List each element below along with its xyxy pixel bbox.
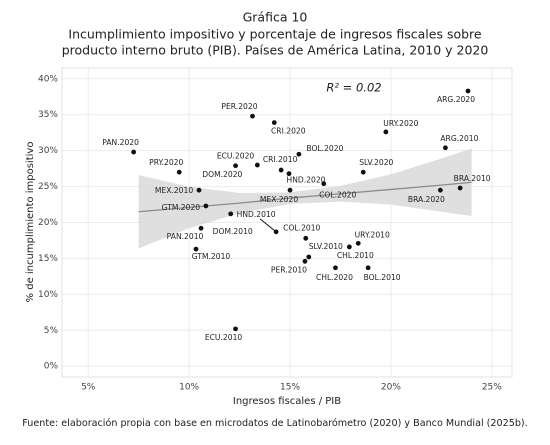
point-label: ARG.2010	[440, 134, 478, 143]
point	[465, 88, 471, 94]
point-label: BOL.2020	[306, 144, 343, 153]
point-label: URY.2020	[383, 119, 418, 128]
point-label: PAN.2010	[167, 232, 204, 241]
chart-subtitle: Incumplimiento impositivo y porcentaje d…	[68, 27, 482, 42]
source-note: Fuente: elaboración propia con base en m…	[22, 417, 527, 429]
point-label: COL.2010	[283, 223, 320, 232]
y-tick-label: 40%	[38, 74, 58, 84]
point-label: HND.2020	[287, 176, 326, 185]
confidence-band	[138, 148, 472, 249]
point	[346, 244, 352, 250]
point-label: CHL.2020	[316, 273, 353, 282]
point	[198, 225, 204, 231]
point	[278, 167, 284, 173]
point	[233, 326, 238, 332]
y-tick-label: 35%	[38, 110, 58, 120]
point-label: BRA.2010	[454, 174, 491, 183]
point-label: BOL.2010	[364, 273, 401, 282]
point	[228, 211, 234, 217]
point	[131, 149, 137, 155]
point-label: ECU.2010	[205, 333, 243, 342]
point	[250, 113, 255, 119]
point-label: COL.2020	[319, 191, 356, 200]
point-label: PER.2010	[271, 265, 307, 274]
x-tick-label: 25%	[482, 383, 502, 393]
point	[437, 187, 443, 193]
point-label: CRI.2020	[271, 127, 306, 136]
y-tick-label: 15%	[38, 254, 58, 264]
label-leader	[259, 218, 277, 233]
point-label: HND.2010	[237, 210, 276, 219]
y-tick-label: 30%	[38, 146, 58, 156]
point-label: GTM.2020	[162, 203, 201, 212]
x-tick-label: 20%	[381, 383, 401, 393]
x-axis-label: Ingresos fiscales / PIB	[233, 396, 341, 407]
x-tick-label: 5%	[81, 383, 96, 393]
point-label: PRY.2020	[149, 158, 183, 167]
point	[383, 129, 389, 135]
point	[296, 151, 302, 157]
point	[360, 169, 366, 175]
point	[303, 235, 309, 241]
point-label: PER.2020	[221, 102, 257, 111]
y-tick-label: 20%	[38, 218, 58, 228]
point-label: MEX.2020	[260, 195, 298, 204]
y-tick-label: 5%	[44, 326, 59, 336]
point-label: DOM.2020	[202, 170, 242, 179]
y-axis-label: % de incumplimiento impositivo	[25, 142, 36, 303]
point	[365, 265, 371, 271]
point-label: SLV.2010	[309, 242, 343, 251]
x-tick-label: 10%	[179, 383, 199, 393]
chart-subtitle: producto interno bruto (PIB). Países de …	[62, 43, 489, 58]
point-label: ARG.2020	[437, 95, 475, 104]
regression-line	[138, 181, 472, 213]
point-label: CRI.2010	[263, 155, 298, 164]
point	[355, 240, 361, 246]
point-label: PAN.2020	[102, 138, 139, 147]
point-label: MEX.2010	[155, 186, 193, 195]
point-label: DOM.2010	[213, 227, 253, 236]
point	[254, 162, 260, 168]
y-tick-label: 25%	[38, 182, 58, 192]
chart-title: Gráfica 10	[243, 10, 308, 25]
point	[457, 185, 463, 191]
point	[233, 163, 238, 169]
y-tick-label: 0%	[44, 362, 59, 372]
point	[273, 229, 279, 235]
point	[286, 171, 292, 177]
point	[333, 265, 338, 271]
point	[302, 258, 308, 264]
point	[196, 187, 202, 193]
point	[321, 181, 327, 187]
point	[203, 203, 209, 209]
point	[306, 254, 312, 260]
point-label: ECU.2020	[217, 152, 255, 161]
point-label: SLV.2020	[359, 158, 393, 167]
x-tick-label: 15%	[280, 383, 300, 393]
point	[443, 145, 448, 151]
r-squared: R² = 0.02	[326, 81, 381, 95]
y-tick-label: 10%	[38, 290, 58, 300]
point	[193, 246, 199, 252]
point-label: CHL.2010	[337, 251, 374, 260]
point-label: GTM.2010	[192, 252, 231, 261]
point	[287, 187, 293, 193]
point-label: BRA.2020	[408, 195, 445, 204]
point	[176, 169, 182, 175]
point	[271, 120, 277, 126]
point-label: URY.2010	[355, 230, 390, 239]
